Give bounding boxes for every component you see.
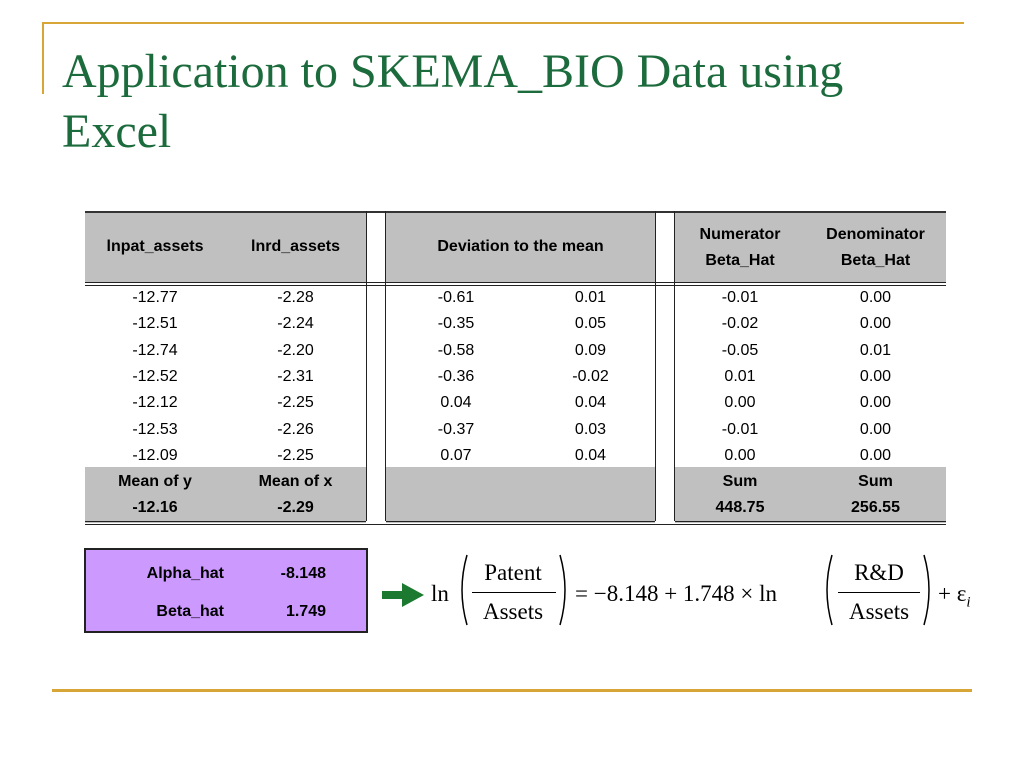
column-divider bbox=[674, 211, 675, 521]
header-lnrd-assets: lnrd_assets bbox=[251, 238, 340, 255]
gap-column bbox=[366, 213, 386, 282]
mean-y-label: Mean of y bbox=[118, 473, 192, 490]
fraction-2-denominator: Assets bbox=[848, 599, 910, 624]
lnrd-cell: -2.26 bbox=[277, 420, 314, 438]
lnpat-cell: -12.12 bbox=[132, 394, 178, 412]
numerator-cell: -0.01 bbox=[721, 289, 759, 306]
mean-y-value: -12.16 bbox=[132, 499, 178, 516]
right-paren-icon bbox=[923, 554, 930, 626]
mean-x-label: Mean of x bbox=[258, 473, 333, 490]
numerator-cell: 0.01 bbox=[724, 367, 756, 385]
lnpat-cell: -12.77 bbox=[132, 289, 178, 306]
dev-x-cell: 0.04 bbox=[574, 446, 607, 464]
lnpat-cell: -12.09 bbox=[132, 446, 178, 464]
table-footer-band bbox=[85, 467, 946, 523]
fraction-2-bar bbox=[838, 592, 920, 593]
fraction-1-numerator: Patent bbox=[484, 560, 542, 585]
dev-y-cell: 0.04 bbox=[440, 394, 472, 412]
lnrd-cell: -2.31 bbox=[277, 367, 314, 385]
dev-x-cell: -0.02 bbox=[572, 367, 609, 385]
dev-x-cell: 0.05 bbox=[574, 315, 607, 333]
mean-x-value: -2.29 bbox=[277, 499, 314, 516]
header-lnpat-assets: lnpat_assets bbox=[106, 238, 204, 255]
gap-column bbox=[655, 213, 675, 282]
footer-separator bbox=[85, 521, 946, 522]
dev-y-cell: -0.61 bbox=[437, 289, 475, 306]
header-denominator-line2: Beta_Hat bbox=[840, 252, 911, 269]
table-header-band bbox=[85, 211, 946, 282]
dev-x-cell: 0.04 bbox=[574, 394, 607, 412]
column-divider bbox=[366, 211, 367, 521]
alpha-hat-value: -8.148 bbox=[280, 565, 326, 582]
column-divider bbox=[655, 211, 656, 521]
sum-numerator-value: 448.75 bbox=[715, 499, 765, 516]
error-subscript: i bbox=[966, 594, 971, 611]
left-paren-icon bbox=[461, 554, 468, 626]
accent-line-top bbox=[42, 22, 964, 24]
lnrd-cell: -2.25 bbox=[277, 394, 314, 412]
dev-x-cell: 0.09 bbox=[574, 341, 607, 359]
sum-label-denominator: Sum bbox=[858, 473, 893, 490]
dev-y-cell: -0.35 bbox=[437, 315, 475, 333]
lnpat-cell: -12.74 bbox=[132, 341, 178, 359]
header-separator bbox=[85, 285, 946, 286]
lnpat-cell: -12.53 bbox=[132, 420, 178, 438]
footer-separator bbox=[85, 524, 946, 525]
gap-column bbox=[366, 467, 386, 523]
dev-x-cell: 0.03 bbox=[574, 420, 607, 438]
numerator-cell: -0.01 bbox=[721, 420, 759, 438]
error-term: + ε bbox=[938, 581, 967, 606]
dev-y-cell: -0.36 bbox=[437, 367, 475, 385]
lnrd-cell: -2.25 bbox=[277, 446, 314, 464]
lnpat-cell: -12.52 bbox=[132, 367, 178, 385]
estimates-box: Alpha_hat -8.148 Beta_hat 1.749 bbox=[84, 548, 368, 633]
denominator-cell: 0.00 bbox=[859, 289, 892, 306]
numerator-cell: 0.00 bbox=[724, 394, 756, 412]
equation-middle: = −8.148 + 1.748 × ln bbox=[575, 581, 778, 606]
fraction-1-bar bbox=[472, 592, 556, 593]
data-table: lnpat_assets lnrd_assets Deviation to th… bbox=[85, 211, 946, 525]
beta-hat-value: 1.749 bbox=[285, 603, 326, 620]
dev-y-cell: -0.58 bbox=[437, 341, 475, 359]
denominator-cell: 0.00 bbox=[859, 446, 892, 464]
fraction-2-numerator: R&D bbox=[854, 560, 904, 585]
dev-y-cell: 0.07 bbox=[440, 446, 472, 464]
sum-label-numerator: Sum bbox=[722, 473, 758, 490]
column-divider bbox=[385, 211, 386, 521]
lnrd-cell: -2.28 bbox=[277, 289, 314, 306]
alpha-hat-label: Alpha_hat bbox=[146, 565, 224, 582]
numerator-cell: -0.05 bbox=[721, 341, 759, 359]
header-separator bbox=[85, 282, 946, 283]
lnpat-cell: -12.51 bbox=[132, 315, 178, 333]
header-deviation: Deviation to the mean bbox=[437, 238, 604, 255]
header-denominator-line1: Denominator bbox=[826, 226, 925, 243]
denominator-cell: 0.00 bbox=[859, 315, 892, 333]
gap-column bbox=[655, 467, 675, 523]
beta-hat-label: Beta_hat bbox=[156, 603, 224, 620]
left-paren-icon bbox=[826, 554, 833, 626]
denominator-cell: 0.00 bbox=[859, 420, 892, 438]
slide-title: Application to SKEMA_BIO Data using Exce… bbox=[62, 45, 844, 158]
header-numerator-line2: Beta_Hat bbox=[705, 252, 775, 269]
equation-ln-1: ln bbox=[431, 581, 449, 606]
right-arrow-icon bbox=[382, 583, 424, 607]
fraction-1-denominator: Assets bbox=[482, 599, 544, 624]
equation-tail: + εi bbox=[938, 581, 971, 616]
numerator-cell: -0.02 bbox=[721, 315, 759, 333]
lnrd-cell: -2.24 bbox=[277, 315, 314, 333]
denominator-cell: 0.00 bbox=[859, 394, 892, 412]
numerator-cell: 0.00 bbox=[724, 446, 756, 464]
right-paren-icon bbox=[559, 554, 566, 626]
sum-denominator-value: 256.55 bbox=[851, 499, 900, 516]
lnrd-cell: -2.20 bbox=[277, 341, 314, 359]
dev-y-cell: -0.37 bbox=[437, 420, 475, 438]
denominator-cell: 0.00 bbox=[859, 367, 892, 385]
denominator-cell: 0.01 bbox=[859, 341, 892, 359]
accent-line-left bbox=[42, 22, 44, 94]
header-numerator-line1: Numerator bbox=[699, 226, 781, 243]
accent-line-bottom bbox=[52, 689, 972, 692]
dev-x-cell: 0.01 bbox=[574, 289, 607, 306]
